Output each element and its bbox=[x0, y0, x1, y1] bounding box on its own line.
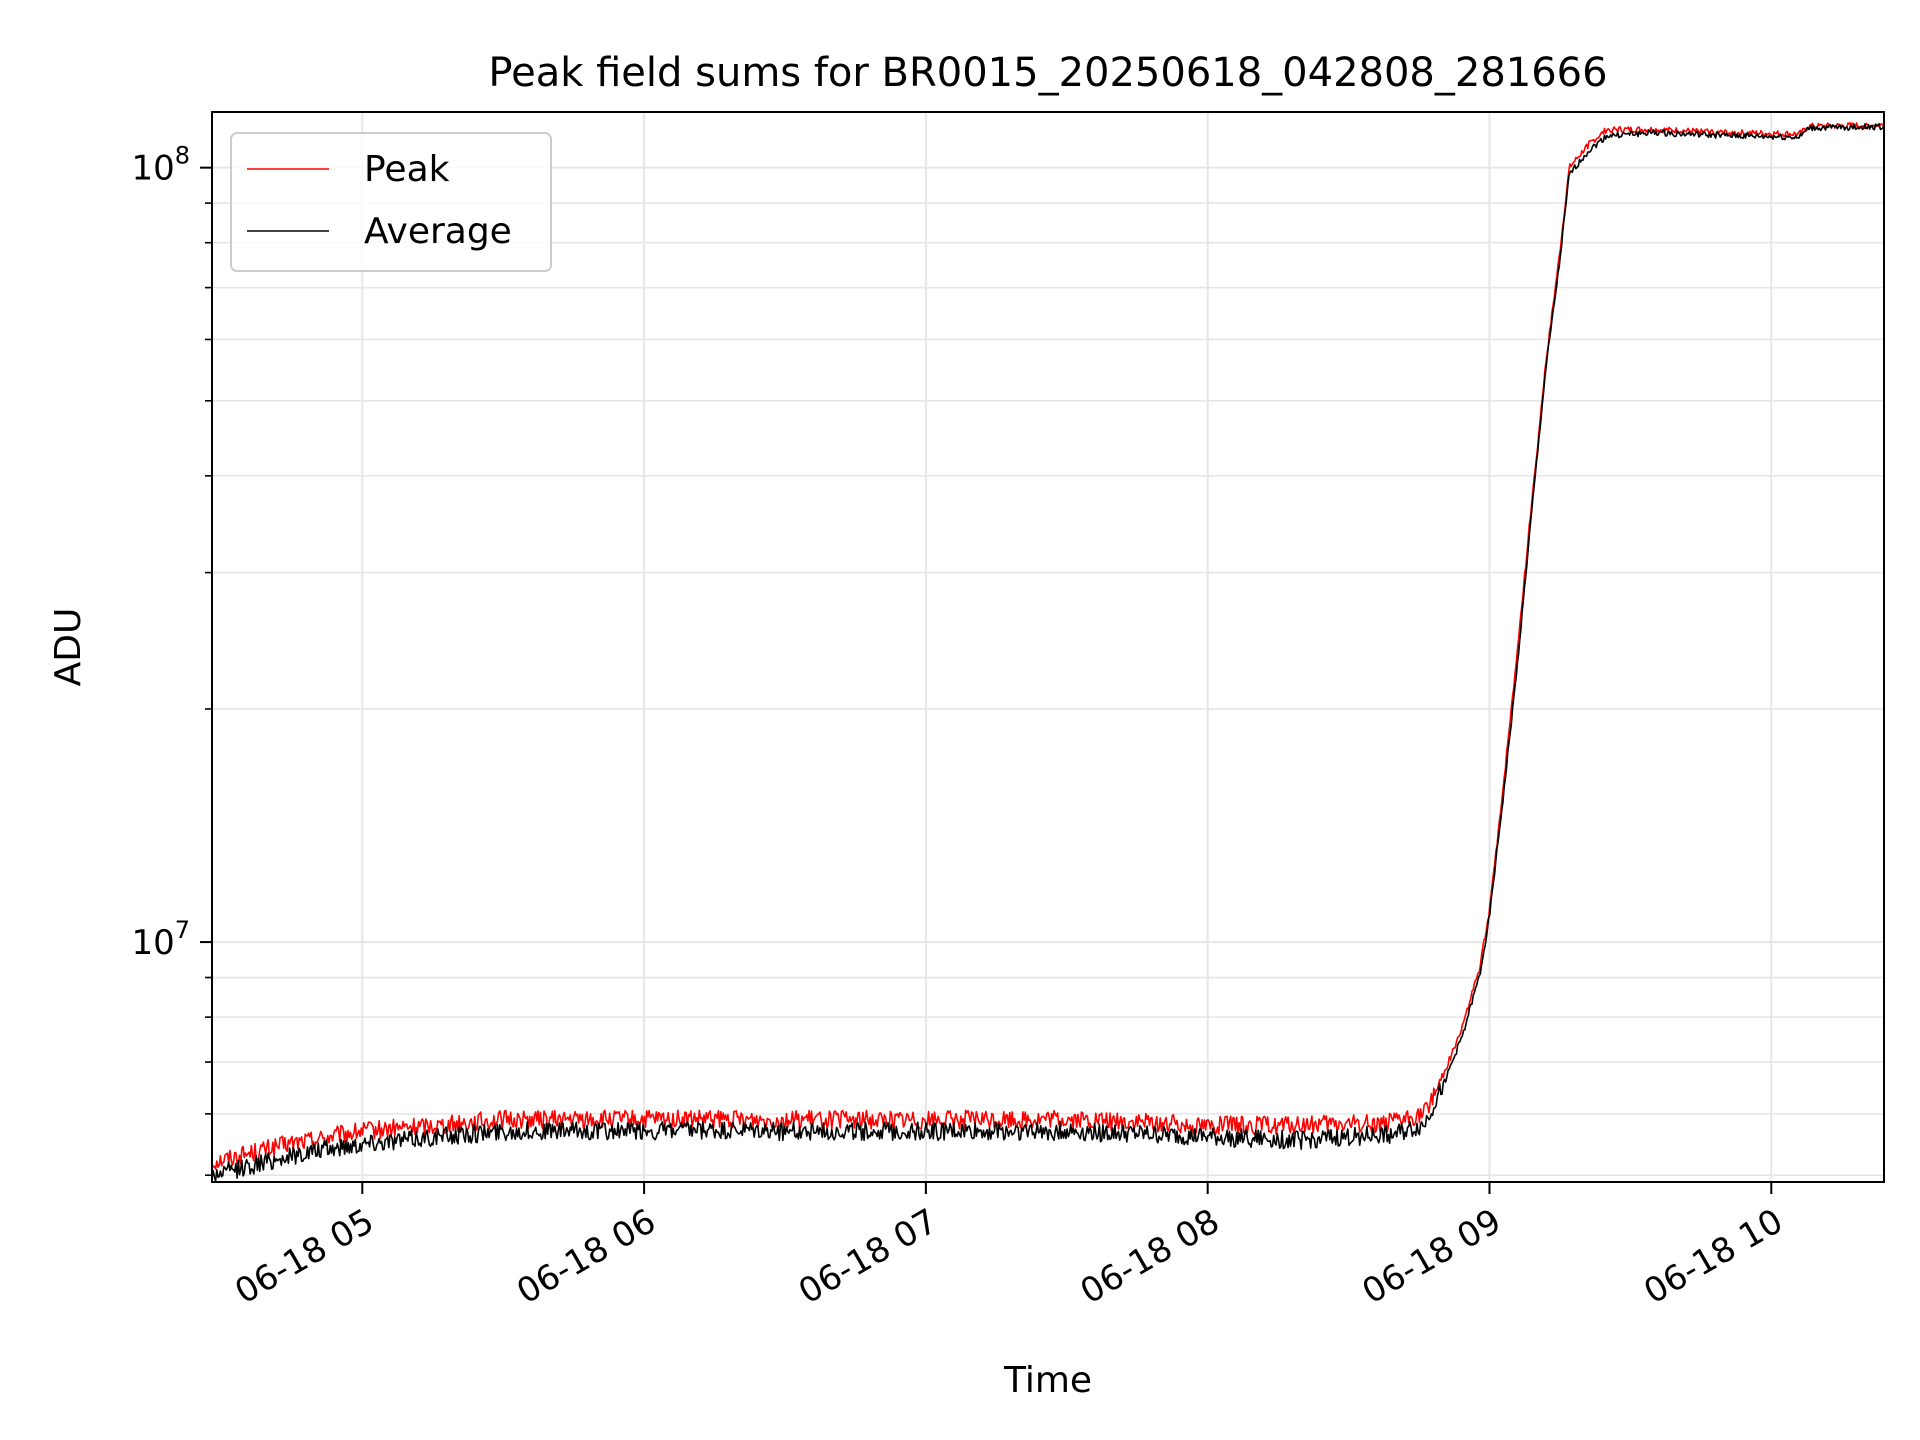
series-line-peak bbox=[211, 122, 1885, 1170]
legend-average-label: Average bbox=[364, 211, 512, 252]
series-line-average bbox=[211, 123, 1885, 1182]
grid bbox=[212, 112, 1884, 1182]
legend-box bbox=[230, 132, 552, 272]
y-axis-label: ADU bbox=[48, 608, 89, 687]
chart-title: Peak field sums for BR0015_20250618_0428… bbox=[488, 50, 1607, 96]
y-tick-label: 107 bbox=[131, 916, 190, 963]
y-tick-label: 108 bbox=[131, 142, 190, 189]
series-layer bbox=[211, 122, 1885, 1182]
legend: Peak Average bbox=[230, 132, 552, 272]
legend-peak-label: Peak bbox=[364, 149, 450, 190]
plot-frame bbox=[211, 111, 1885, 1183]
x-axis-label: Time bbox=[1003, 1360, 1092, 1401]
